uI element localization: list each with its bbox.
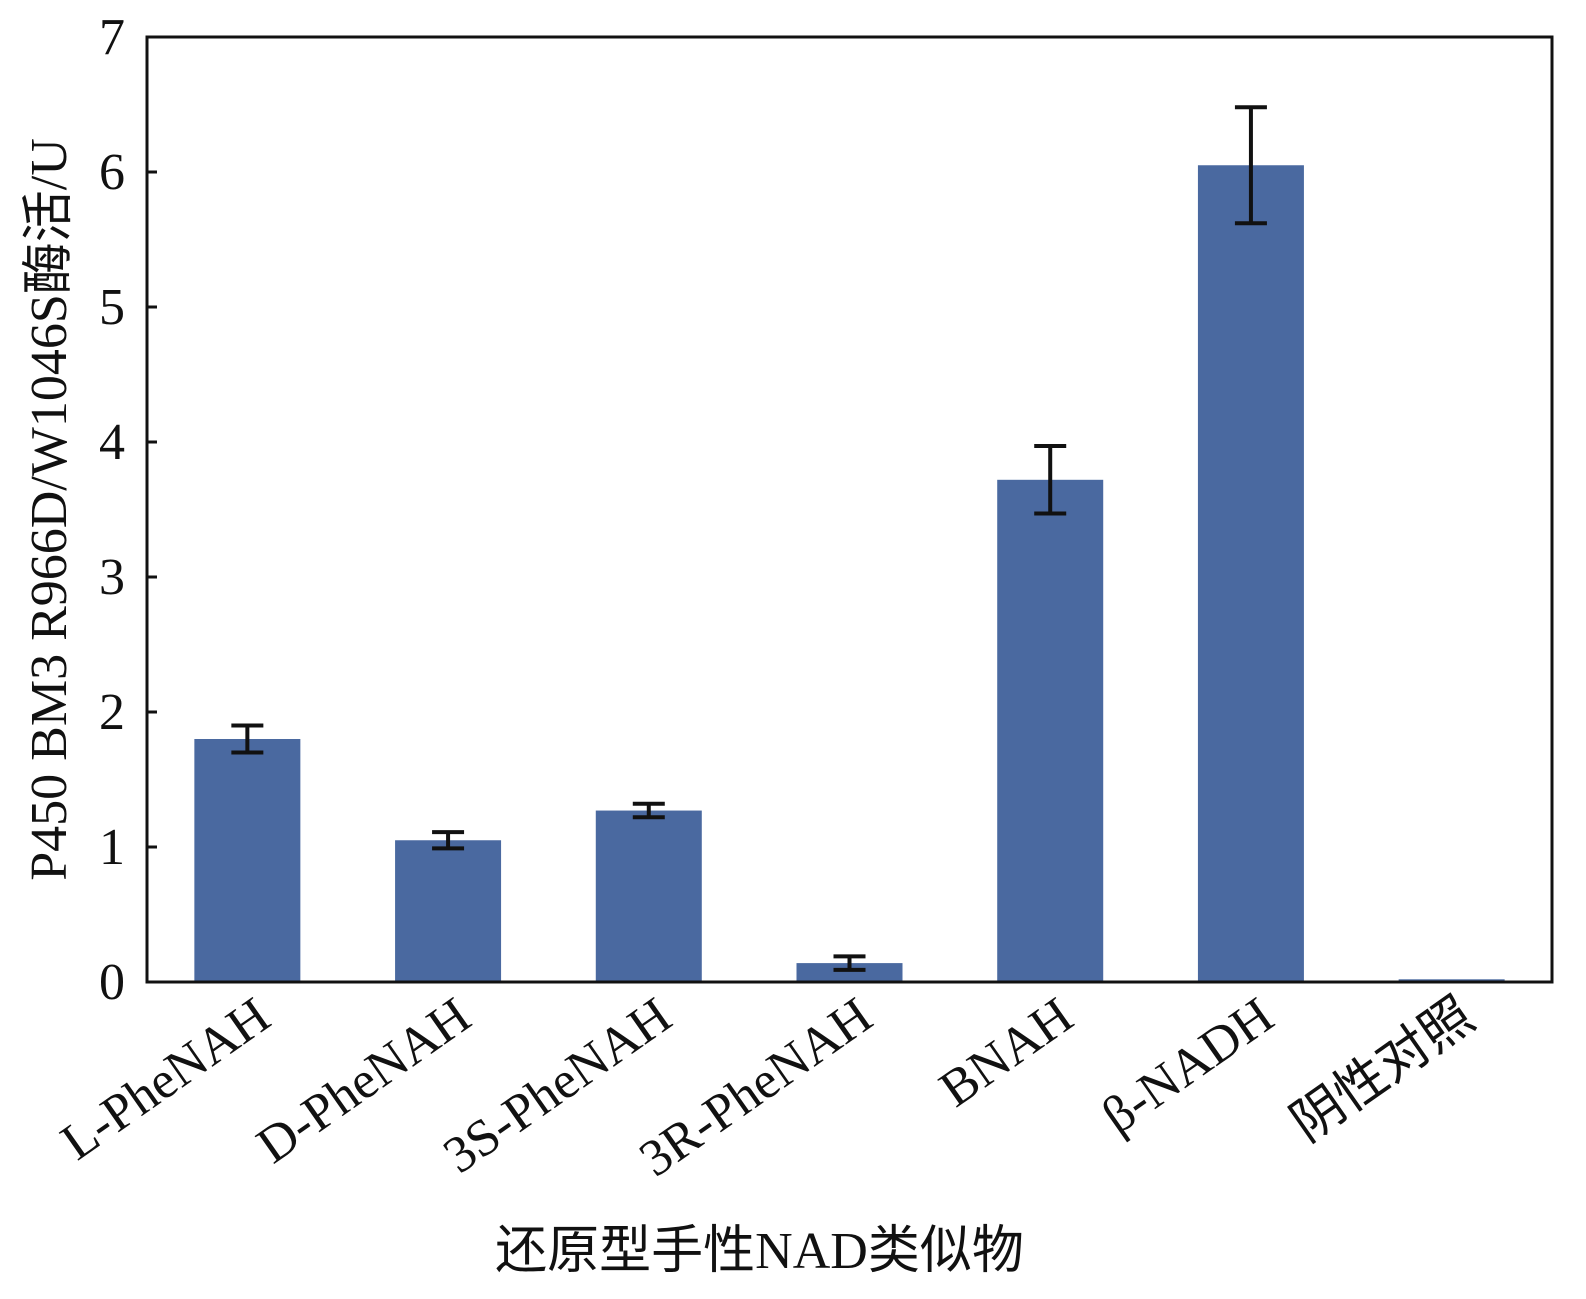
y-axis-ticks: 0 1 2 3 4 5 6 7 [99, 9, 157, 1011]
y-tick-label-4: 4 [99, 414, 125, 471]
x-tick-label-0: L-PheNAH [51, 987, 280, 1171]
bar-3 [796, 963, 903, 982]
y-axis-title: P450 BM3 R966D/W1046S酶活/U [21, 138, 78, 881]
y-tick-label-6: 6 [99, 144, 125, 201]
bar-4 [997, 479, 1104, 982]
y-tick-label-2: 2 [99, 684, 125, 741]
plot-frame [145, 35, 1554, 984]
y-tick-label-5: 5 [99, 279, 125, 336]
error-bars-group [231, 105, 1267, 972]
x-tick-label-6: 阴性对照 [1281, 987, 1484, 1153]
bar-1 [395, 840, 502, 982]
y-tick-label-1: 1 [99, 819, 125, 876]
x-tick-label-4: BNAH [930, 987, 1083, 1118]
y-tick-label-7: 7 [99, 9, 125, 66]
y-tick-label-3: 3 [99, 549, 125, 606]
bars-group [194, 165, 1505, 982]
x-axis-title: 还原型手性NAD类似物 [495, 1223, 1024, 1280]
bar-0 [194, 739, 301, 982]
bar-5 [1197, 165, 1304, 982]
bar-2 [595, 810, 702, 982]
y-tick-label-0: 0 [99, 954, 125, 1011]
x-tick-label-5: β-NADH [1092, 987, 1284, 1145]
